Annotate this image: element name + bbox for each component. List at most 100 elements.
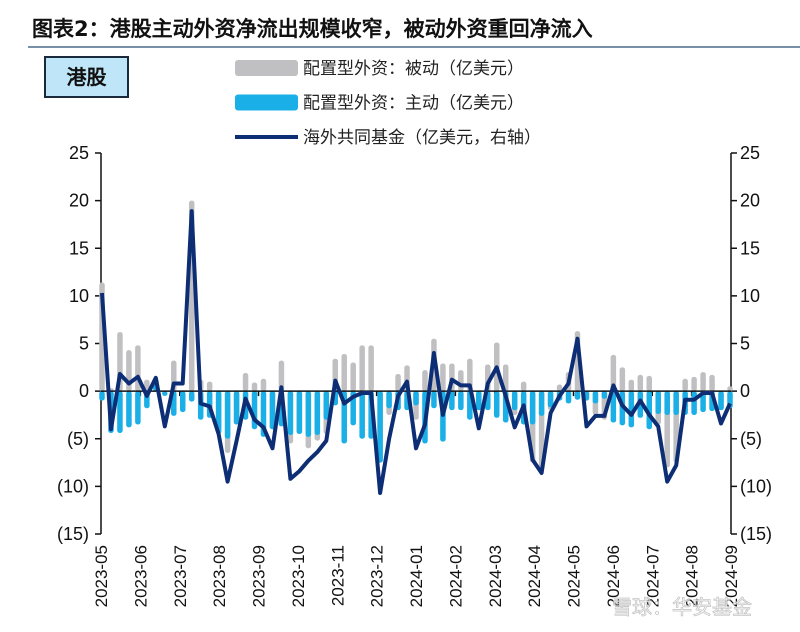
passive-bar xyxy=(637,374,644,392)
left-tick-label: (15) xyxy=(57,524,89,544)
active-bar xyxy=(592,391,599,404)
passive-bar xyxy=(628,379,635,392)
left-tick-label: 20 xyxy=(69,191,89,211)
active-bar xyxy=(269,391,276,430)
active-bar xyxy=(215,391,222,434)
active-bar xyxy=(565,391,572,404)
left-tick-label: 25 xyxy=(69,143,89,163)
x-tick-label: 2024-09 xyxy=(722,545,741,607)
legend-label-1: 配置型外资：主动（亿美元） xyxy=(303,94,524,114)
left-tick-label: 0 xyxy=(79,381,89,401)
axes: 25 20 15 10 5 0 (5) (10) (15) 25 20 15 10 5 0 (5) (10) (1… xyxy=(57,143,772,607)
passive-bar xyxy=(395,373,401,392)
legend-swatch-0 xyxy=(235,60,298,76)
active-bar xyxy=(458,391,464,411)
active-bar xyxy=(377,391,383,463)
active-bar xyxy=(574,391,581,400)
right-tick-label: 20 xyxy=(740,191,760,211)
passive-bar xyxy=(520,381,527,392)
active-bar xyxy=(162,391,168,396)
passive-bar xyxy=(727,386,733,392)
legend-label-2: 海外共同基金（亿美元，右轴） xyxy=(303,128,541,148)
active-bar xyxy=(117,391,123,434)
fund-line xyxy=(100,209,732,495)
active-bar xyxy=(511,391,518,411)
active-bar xyxy=(296,391,303,434)
active-bar xyxy=(314,391,321,435)
passive-bar xyxy=(242,373,249,392)
passive-bar xyxy=(422,370,428,392)
right-tick-label: 15 xyxy=(740,238,760,258)
passive-bar xyxy=(458,370,464,392)
passive-bar xyxy=(440,363,446,392)
active-bar xyxy=(179,391,186,413)
active-bar xyxy=(610,391,617,423)
left-tick-label: (5) xyxy=(67,429,89,449)
x-tick-label: 2024-01 xyxy=(407,545,426,607)
passive-bar xyxy=(691,376,697,392)
passive-bar xyxy=(251,382,258,392)
passive-bar xyxy=(610,354,617,392)
left-tick-label: 15 xyxy=(69,238,89,258)
x-tick-label: 2023-11 xyxy=(328,545,347,606)
x-tick-label: 2023-07 xyxy=(171,545,190,607)
passive-bar xyxy=(700,372,706,392)
active-bar xyxy=(287,391,294,435)
active-bar xyxy=(718,391,724,411)
x-tick-label: 2024-08 xyxy=(683,545,702,607)
active-bar xyxy=(413,391,419,406)
right-tick-label: (5) xyxy=(740,429,762,449)
chart-title: 图表2：港股主动外资净流出规模收窄，被动外资重回净流入 xyxy=(32,17,593,41)
market-badge xyxy=(44,56,129,98)
active-bar xyxy=(359,391,365,439)
active-bar xyxy=(664,391,670,415)
legend-swatch-1 xyxy=(235,94,298,111)
passive-bar xyxy=(556,384,563,392)
passive-bar xyxy=(368,345,374,392)
passive-bar xyxy=(341,353,347,392)
active-bar xyxy=(601,391,608,399)
active-bar xyxy=(305,391,312,437)
x-tick-label: 2024-06 xyxy=(604,545,623,607)
passive-bar xyxy=(206,381,213,392)
active-bar xyxy=(628,391,635,428)
left-tick-label: 10 xyxy=(69,286,89,306)
active-bar xyxy=(449,391,455,411)
passive-bar xyxy=(350,362,356,392)
passive-bar xyxy=(502,364,509,392)
x-tick-label: 2024-07 xyxy=(643,545,662,607)
right-tick-label: 5 xyxy=(740,334,750,354)
x-tick-label: 2024-05 xyxy=(565,545,584,607)
x-tick-label: 2023-09 xyxy=(250,545,269,607)
x-tick-label: 2023-05 xyxy=(92,545,111,607)
active-bar xyxy=(673,391,679,415)
active-bar xyxy=(493,391,500,418)
active-bar xyxy=(233,391,240,425)
active-bar xyxy=(547,391,554,408)
passive-bar xyxy=(278,360,285,392)
market-badge-label: 港股 xyxy=(67,65,107,89)
x-tick-label: 2023-08 xyxy=(210,545,229,607)
right-tick-label: 25 xyxy=(740,143,760,163)
active-bar xyxy=(99,391,105,401)
passive-bar xyxy=(467,358,473,392)
x-tick-label: 2023-10 xyxy=(289,545,308,607)
passive-bar xyxy=(359,345,365,392)
right-tick-label: 0 xyxy=(740,381,750,401)
active-bar xyxy=(135,391,141,425)
active-bar xyxy=(323,391,330,420)
right-tick-label: (10) xyxy=(740,476,772,496)
active-bar xyxy=(386,391,392,409)
x-tick-label: 2024-04 xyxy=(525,545,544,607)
active-bar xyxy=(224,391,231,439)
active-bar xyxy=(691,391,697,415)
active-bar xyxy=(476,391,482,411)
left-tick-label: (10) xyxy=(57,476,89,496)
watermark: 雪球：华安基金 xyxy=(612,595,752,619)
active-bar xyxy=(529,391,536,425)
x-tick-label: 2023-06 xyxy=(131,545,150,607)
legend: 配置型外资：被动（亿美元） 配置型外资：主动（亿美元） 海外共同基金（亿美元，右轴） xyxy=(235,59,541,148)
x-tick-label: 2024-03 xyxy=(486,545,505,607)
passive-bar xyxy=(619,367,626,392)
